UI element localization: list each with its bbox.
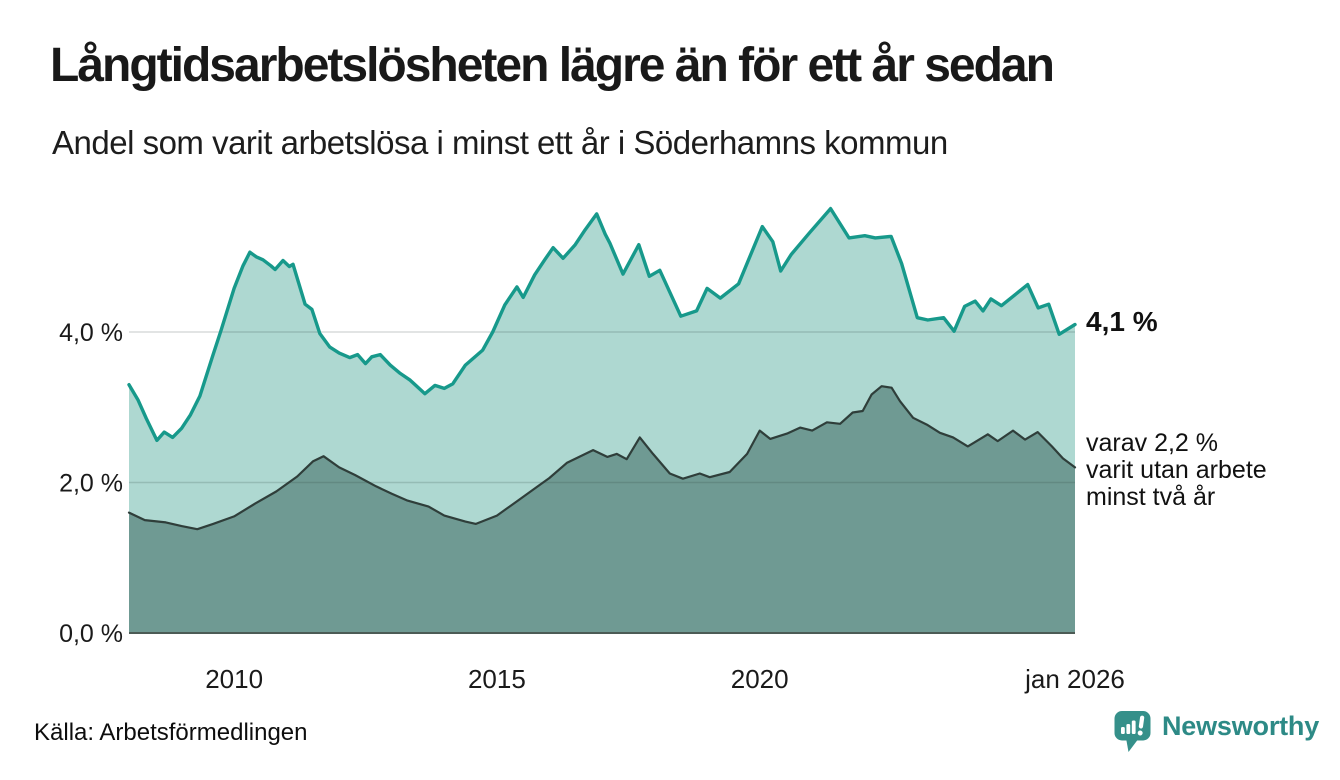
newsworthy-logo[interactable]: Newsworthy xyxy=(1114,710,1319,755)
newsworthy-bubble-chart-icon xyxy=(1114,711,1151,752)
series-line-1 xyxy=(127,385,1077,531)
annotation-two-year-block: varav 2,2 % varit utan arbete minst två … xyxy=(1086,430,1267,511)
annotation-two-year-line-1: varav 2,2 % xyxy=(1086,429,1219,457)
x-axis-labels: 2010 2015 2020 jan 2026 xyxy=(205,664,1125,694)
x-tick-label: 2010 xyxy=(205,664,263,694)
x-tick-label: 2015 xyxy=(468,664,526,694)
newsworthy-wordmark: Newsworthy xyxy=(1162,711,1320,741)
area-fills xyxy=(129,208,1075,633)
y-axis-labels: 0,0 % 2,0 % 4,0 % xyxy=(59,319,123,648)
y-tick-label: 2,0 % xyxy=(59,470,123,498)
series-line-0 xyxy=(127,206,1077,443)
annotation-two-year-line-3: minst två år xyxy=(1086,483,1216,511)
series-lines xyxy=(127,206,1077,531)
x-tick-label: jan 2026 xyxy=(1024,664,1125,694)
gridlines xyxy=(129,331,1075,634)
chart-title: Långtidsarbetslösheten lägre än för ett … xyxy=(50,39,1055,92)
x-tick-label: 2020 xyxy=(731,664,789,694)
y-tick-label: 0,0 % xyxy=(59,620,123,648)
area-fill-1 xyxy=(129,386,1075,633)
chart-subtitle: Andel som varit arbetslösa i minst ett å… xyxy=(52,124,948,161)
annotation-latest-total: 4,1 % xyxy=(1086,306,1158,337)
y-tick-label: 4,0 % xyxy=(59,319,123,347)
annotation-two-year-line-2: varit utan arbete xyxy=(1086,456,1267,484)
source-caption: Källa: Arbetsförmedlingen xyxy=(34,719,308,746)
